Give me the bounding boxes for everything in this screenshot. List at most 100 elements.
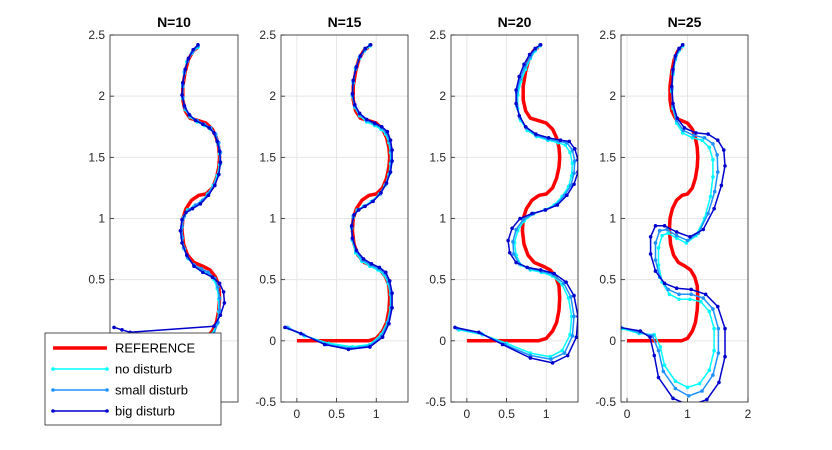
data-point-big-disturb: [380, 335, 385, 339]
data-point-no-disturb: [662, 363, 667, 368]
data-point-small-disturb: [572, 171, 576, 176]
data-point-big-disturb: [363, 204, 367, 209]
data-point-small-disturb: [691, 133, 696, 138]
legend-label: no disturb: [115, 362, 172, 377]
data-point-big-disturb: [322, 342, 327, 347]
data-point-big-disturb: [390, 291, 394, 295]
y-tick-label: 1.5: [88, 150, 105, 164]
data-point-big-disturb: [217, 281, 222, 286]
data-point-big-disturb: [546, 135, 551, 140]
data-point-no-disturb: [677, 297, 681, 302]
data-point-big-disturb: [703, 292, 708, 297]
data-point-big-disturb: [184, 210, 188, 215]
data-point-big-disturb: [351, 78, 356, 83]
data-point-big-disturb: [221, 290, 226, 294]
series-group: [621, 42, 727, 402]
data-point-big-disturb: [517, 113, 522, 118]
data-point-big-disturb: [715, 138, 720, 143]
data-point-no-disturb: [707, 309, 712, 314]
data-point-small-disturb: [702, 135, 707, 140]
data-point-big-disturb: [361, 257, 366, 261]
data-point-big-disturb: [283, 325, 287, 330]
data-point-big-disturb: [675, 116, 680, 120]
data-point-big-disturb: [357, 111, 362, 116]
data-point-big-disturb: [648, 252, 653, 256]
data-point-small-disturb: [521, 217, 526, 222]
data-point-big-disturb: [564, 280, 568, 284]
y-tick-label: 1.5: [259, 150, 276, 164]
series-line-reference: [627, 45, 700, 343]
y-tick-label: 0: [269, 334, 276, 348]
data-point-big-disturb: [530, 211, 534, 216]
data-point-big-disturb: [388, 138, 393, 143]
data-point-big-disturb: [186, 56, 191, 61]
data-point-big-disturb: [182, 104, 187, 108]
data-point-small-disturb: [685, 238, 690, 243]
data-point-big-disturb: [476, 330, 481, 335]
legend-label: big disturb: [115, 404, 175, 419]
data-point-big-disturb: [706, 132, 710, 136]
legend-label: REFERENCE: [115, 341, 196, 356]
data-point-big-disturb: [723, 354, 727, 359]
data-point-small-disturb: [666, 287, 670, 292]
data-point-big-disturb: [384, 181, 389, 185]
data-point-big-disturb: [198, 202, 203, 206]
data-point-big-disturb: [388, 170, 393, 174]
y-tick-label: 2: [609, 89, 616, 103]
data-point-no-disturb: [685, 385, 690, 390]
data-point-big-disturb: [670, 84, 674, 89]
data-point-big-disturb: [390, 148, 394, 152]
data-point-big-disturb: [212, 131, 216, 135]
data-point-small-disturb: [199, 266, 203, 271]
data-point-no-disturb: [688, 297, 692, 302]
data-point-small-disturb: [711, 142, 715, 146]
legend-marker: [51, 388, 55, 392]
data-point-big-disturb: [207, 126, 211, 130]
data-point-big-disturb: [712, 206, 716, 211]
data-point-big-disturb: [201, 122, 205, 127]
y-tick-label: 0: [609, 334, 616, 348]
data-point-small-disturb: [711, 307, 715, 311]
data-point-small-disturb: [715, 153, 719, 157]
y-tick-label: 0: [439, 334, 446, 348]
data-point-big-disturb: [572, 293, 576, 298]
data-point-big-disturb: [385, 129, 390, 134]
data-point-big-disturb: [648, 335, 652, 339]
data-point-big-disturb: [213, 183, 217, 188]
data-point-big-disturb: [652, 353, 657, 358]
data-point-big-disturb: [185, 253, 189, 257]
data-point-big-disturb: [653, 224, 658, 228]
data-point-big-disturb: [383, 270, 388, 275]
data-point-big-disturb: [722, 148, 726, 152]
legend-item: REFERENCE: [53, 341, 196, 356]
data-point-big-disturb: [674, 286, 679, 291]
subplot-title: N=20: [498, 14, 532, 30]
data-point-big-disturb: [180, 93, 184, 97]
data-point-big-disturb: [552, 271, 556, 276]
data-point-small-disturb: [206, 270, 211, 275]
data-point-big-disturb: [674, 230, 679, 234]
data-point-big-disturb: [550, 361, 555, 365]
series-line-reference: [296, 45, 392, 343]
data-point-big-disturb: [380, 124, 384, 129]
y-tick-label: 0.5: [429, 273, 446, 287]
data-point-big-disturb: [538, 42, 543, 47]
data-point-big-disturb: [682, 126, 687, 130]
data-point-big-disturb: [648, 235, 653, 239]
data-point-small-disturb: [665, 227, 669, 232]
data-point-big-disturb: [453, 325, 457, 330]
data-point-big-disturb: [120, 328, 124, 332]
data-point-no-disturb: [697, 381, 702, 386]
data-point-small-disturb: [569, 294, 573, 299]
series-group: [283, 42, 394, 352]
x-tick-label: 0.5: [498, 407, 515, 421]
data-point-big-disturb: [558, 138, 563, 143]
data-point-big-disturb: [567, 139, 572, 144]
data-point-big-disturb: [533, 46, 537, 51]
legend-marker: [51, 367, 55, 371]
data-point-small-disturb: [562, 351, 567, 355]
data-point-big-disturb: [543, 208, 548, 212]
data-point-big-disturb: [719, 183, 724, 188]
data-point-big-disturb: [180, 241, 184, 245]
data-point-big-disturb: [217, 172, 221, 177]
